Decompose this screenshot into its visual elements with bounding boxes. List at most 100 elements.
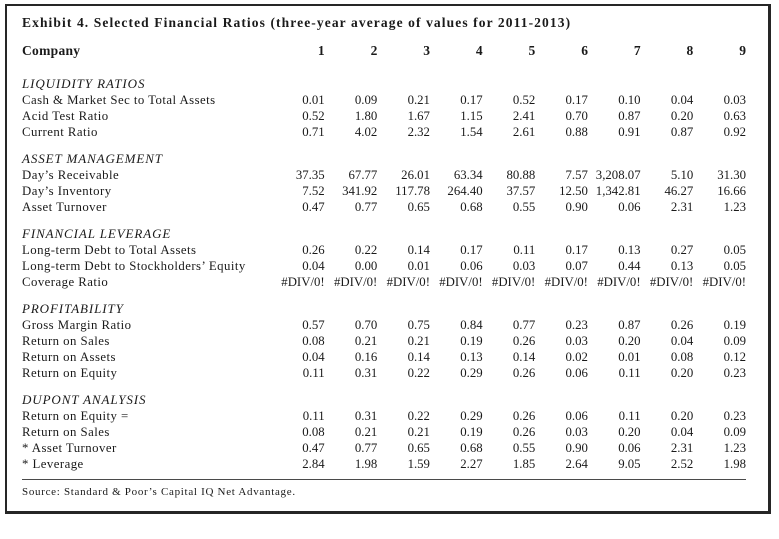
value-cell: 0.26: [302, 243, 325, 257]
section-header-row: DUPONT ANALYSIS: [22, 392, 746, 408]
section-label: PROFITABILITY: [22, 301, 124, 316]
value-cell: 0.22: [407, 366, 430, 380]
value-cell: 1.23: [723, 200, 746, 214]
section-spacer: [22, 381, 746, 392]
value-cell: 2.64: [565, 457, 588, 471]
section-spacer: [22, 140, 746, 151]
row-label: Gross Margin Ratio: [22, 318, 132, 332]
value-cell: 0.47: [302, 441, 325, 455]
row-label: Long-term Debt to Stockholders’ Equity: [22, 259, 246, 273]
value-cell: 0.21: [407, 334, 430, 348]
table-row: Return on Assets 0.04 0.16 0.14 0.13 0.14 0.02…: [22, 349, 746, 365]
value-cell: 0.20: [670, 409, 694, 423]
value-cell: 1.54: [460, 125, 483, 139]
value-cell: 0.29: [460, 409, 483, 423]
table-row: * Asset Turnover 0.47 0.77 0.65 0.68 0.55 0.90…: [22, 440, 746, 456]
value-cell: 26.01: [401, 168, 430, 182]
value-cell: 0.21: [407, 425, 430, 439]
value-cell: 0.12: [723, 350, 746, 364]
value-cell: 0.06: [565, 409, 588, 423]
value-cell: 0.01: [618, 350, 641, 364]
value-cell: 0.01: [407, 259, 430, 273]
value-cell: 0.23: [723, 409, 746, 423]
value-cell: 0.13: [670, 259, 694, 273]
value-cell: 0.06: [460, 259, 483, 273]
value-cell: 1.98: [354, 457, 378, 471]
value-cell: 0.75: [407, 318, 430, 332]
value-cell: 0.22: [354, 243, 378, 257]
value-cell: 0.17: [460, 243, 483, 257]
value-cell: 0.04: [670, 334, 694, 348]
column-header: 5: [528, 43, 536, 58]
exhibit-title: Exhibit 4. Selected Financial Ratios (th…: [22, 15, 572, 30]
value-cell: 0.08: [670, 350, 694, 364]
value-cell: 0.26: [512, 366, 536, 380]
column-header: 9: [739, 43, 746, 58]
value-cell: 0.16: [354, 350, 378, 364]
column-header: 2: [370, 43, 378, 58]
value-cell: 0.26: [512, 334, 536, 348]
value-cell: 0.90: [565, 200, 588, 214]
value-cell: 1,342.81: [595, 184, 641, 198]
value-cell: 2.27: [460, 457, 483, 471]
value-cell: 1.80: [354, 109, 378, 123]
table-row: Asset Turnover 0.47 0.77 0.65 0.68 0.55 0.90 0.…: [22, 199, 746, 215]
value-cell: 2.31: [670, 441, 694, 455]
column-header: 3: [423, 43, 430, 58]
value-cell: 0.31: [354, 366, 378, 380]
source-divider: [22, 479, 746, 480]
row-label: * Asset Turnover: [22, 441, 117, 455]
value-cell: 0.44: [618, 259, 641, 273]
value-cell: 1.23: [723, 441, 746, 455]
section-label: FINANCIAL LEVERAGE: [22, 226, 172, 241]
value-cell: 0.09: [723, 334, 746, 348]
table-row: Return on Sales 0.08 0.21 0.21 0.19 0.26 0.03 0…: [22, 333, 746, 349]
value-cell: 0.77: [354, 441, 378, 455]
column-header: 6: [581, 43, 588, 58]
value-cell: 0.11: [302, 366, 325, 380]
value-cell: 0.09: [354, 93, 378, 107]
value-cell: 0.04: [670, 425, 694, 439]
row-label: Return on Sales: [22, 334, 110, 348]
value-cell: 7.57: [565, 168, 588, 182]
row-label: Return on Sales: [22, 425, 110, 439]
table-row: Current Ratio 0.71 4.02 2.32 1.54 2.61 0.88 0.9…: [22, 124, 746, 140]
value-cell: 0.70: [354, 318, 378, 332]
table-row: Long-term Debt to Total Assets 0.26 0.22 0.…: [22, 242, 746, 258]
value-cell: 0.03: [565, 425, 588, 439]
value-cell: 2.41: [512, 109, 536, 123]
row-label: * Leverage: [22, 457, 84, 471]
value-cell: 0.77: [512, 318, 536, 332]
section-label: DUPONT ANALYSIS: [22, 392, 147, 407]
section-spacer: [22, 65, 746, 76]
value-cell: 0.57: [302, 318, 325, 332]
section-header-row: PROFITABILITY: [22, 301, 746, 317]
value-cell: 0.21: [354, 425, 378, 439]
value-cell: 0.06: [565, 366, 588, 380]
value-cell: 4.02: [354, 125, 378, 139]
value-cell: 37.57: [506, 184, 536, 198]
table-row: Return on Sales 0.08 0.21 0.21 0.19 0.26 0.03 0…: [22, 424, 746, 440]
table-row: Acid Test Ratio 0.52 1.80 1.67 1.15 2.41 0.70 0…: [22, 108, 746, 124]
value-cell: 0.03: [512, 259, 536, 273]
value-cell: #DIV/0!: [333, 275, 378, 289]
value-cell: 0.17: [460, 93, 483, 107]
table-row: Day’s Receivable 37.35 67.77 26.01 63.34 80.8…: [22, 167, 746, 183]
value-cell: 16.66: [717, 184, 746, 198]
value-cell: 1.98: [723, 457, 746, 471]
value-cell: 7.52: [302, 184, 325, 198]
value-cell: 0.11: [618, 409, 641, 423]
value-cell: 0.20: [618, 425, 641, 439]
value-cell: 0.77: [354, 200, 378, 214]
table-row: Gross Margin Ratio 0.57 0.70 0.75 0.84 0.77 0.…: [22, 317, 746, 333]
table-row: * Leverage 2.84 1.98 1.59 2.27 1.85 2.64 9.05 2.…: [22, 456, 746, 472]
value-cell: 0.22: [407, 409, 430, 423]
value-cell: 0.21: [407, 93, 430, 107]
row-label: Day’s Inventory: [22, 184, 112, 198]
value-cell: 80.88: [506, 168, 536, 182]
value-cell: 0.08: [302, 425, 325, 439]
section-header-row: ASSET MANAGEMENT: [22, 151, 746, 167]
value-cell: 1.15: [460, 109, 483, 123]
row-label: Day’s Receivable: [22, 168, 120, 182]
